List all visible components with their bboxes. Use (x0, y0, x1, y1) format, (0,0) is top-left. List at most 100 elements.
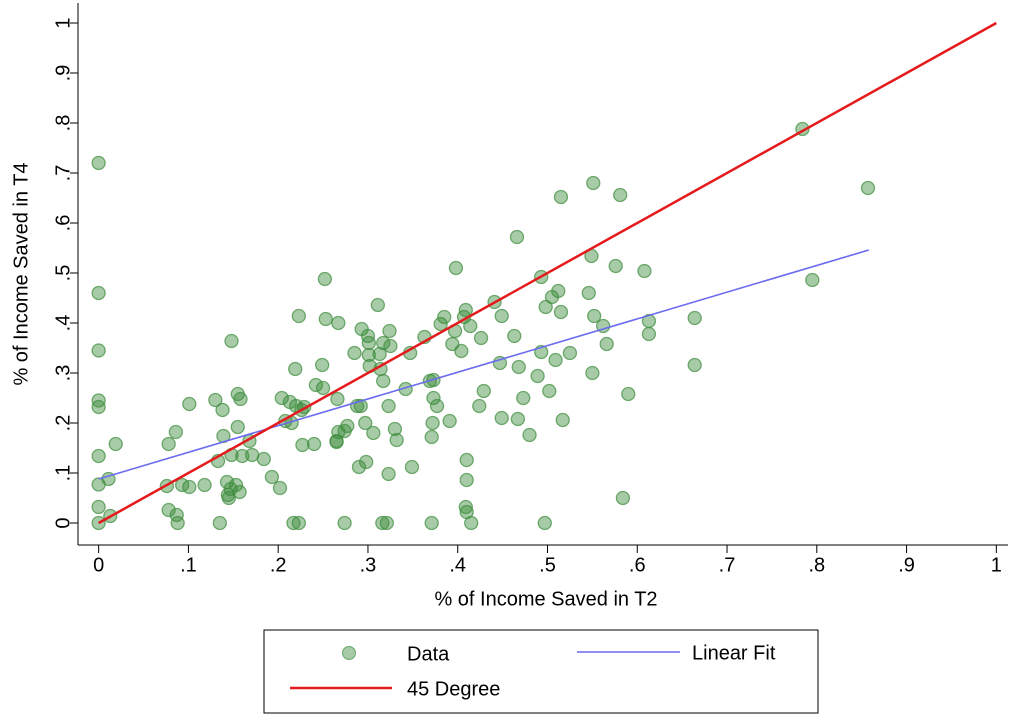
legend-box (263, 629, 819, 714)
data-point (232, 484, 247, 500)
data-point (233, 391, 248, 407)
y-tick-label: .3 (52, 365, 74, 382)
data-point (370, 297, 385, 313)
x-tick-label: .8 (808, 554, 825, 576)
data-point (306, 436, 322, 452)
data-point (637, 263, 652, 279)
data-point (91, 155, 106, 171)
y-tick-label: .7 (52, 165, 74, 182)
data-point (308, 377, 324, 393)
data-point (182, 396, 197, 412)
x-tick-label: .4 (449, 554, 466, 576)
legend-label: Data (407, 643, 450, 665)
data-point (376, 335, 391, 351)
x-tick-label: .5 (539, 554, 556, 576)
data-point (476, 383, 491, 399)
data-point (288, 361, 303, 377)
data-point (383, 338, 398, 354)
data-point (587, 308, 602, 324)
data-point (542, 383, 557, 399)
data-point (805, 272, 820, 288)
data-point (562, 345, 578, 361)
data-point (494, 410, 509, 426)
data-point (433, 316, 448, 332)
y-tick-label: .5 (52, 265, 74, 282)
data-point (197, 477, 212, 493)
data-point (291, 515, 306, 531)
data-point (538, 299, 553, 315)
data-point (516, 390, 531, 406)
data-point (91, 448, 106, 464)
y-axis-title: % of Income Saved in T4 (10, 162, 32, 385)
legend-marker (342, 646, 356, 660)
data-point (404, 459, 420, 475)
data-point (510, 411, 526, 427)
data-point (256, 451, 271, 467)
data-point (389, 432, 404, 448)
data-point (161, 502, 176, 518)
data-point (182, 479, 197, 495)
data-point (387, 421, 403, 437)
data-point (472, 398, 487, 414)
fit-line (98, 249, 870, 480)
data-point (458, 302, 473, 318)
data-point (358, 415, 373, 431)
data-point (161, 436, 176, 452)
x-tick-label: .9 (898, 554, 915, 576)
data-point (553, 189, 569, 205)
y-tick-label: .9 (52, 65, 74, 82)
data-point (361, 335, 376, 351)
data-point (295, 437, 310, 453)
data-point (442, 413, 457, 429)
y-tick-label: .6 (52, 215, 74, 232)
x-tick-label: .6 (629, 554, 646, 576)
legend-label: Linear Fit (692, 642, 776, 664)
data-point (382, 323, 397, 339)
data-point (585, 365, 600, 381)
x-tick-label: 1 (991, 554, 1002, 576)
data-point (459, 472, 474, 488)
data-point (641, 326, 657, 342)
x-tick-label: .1 (180, 554, 197, 576)
data-point (621, 386, 636, 402)
data-point (860, 180, 876, 196)
data-point (168, 424, 183, 440)
data-point (375, 515, 390, 531)
data-point (108, 436, 123, 452)
data-point (331, 315, 346, 331)
x-tick-label: 0 (93, 554, 104, 576)
data-point (687, 357, 702, 373)
data-point (424, 429, 439, 445)
data-point (458, 499, 473, 515)
data-point (426, 390, 441, 406)
data-point (315, 380, 331, 396)
data-point (366, 425, 381, 441)
data-point (509, 229, 525, 245)
data-point (264, 469, 280, 485)
data-point (551, 283, 566, 299)
y-tick-label: .1 (52, 465, 74, 482)
data-point (599, 336, 614, 352)
data-point (224, 333, 239, 349)
data-point (91, 285, 106, 301)
data-point (581, 285, 596, 301)
data-point (537, 515, 552, 531)
data-point (228, 477, 244, 493)
data-point (340, 418, 355, 434)
data-point (437, 309, 452, 325)
fit-line (98, 21, 997, 525)
x-tick-label: .7 (719, 554, 736, 576)
data-point (272, 480, 288, 496)
data-point (586, 175, 601, 191)
data-point (208, 392, 223, 408)
data-point (492, 355, 508, 371)
data-point (376, 373, 391, 389)
data-point (615, 490, 631, 506)
data-point (351, 459, 367, 475)
data-point (613, 187, 628, 203)
data-point (379, 515, 394, 531)
data-point (507, 328, 522, 344)
data-point (361, 347, 376, 363)
